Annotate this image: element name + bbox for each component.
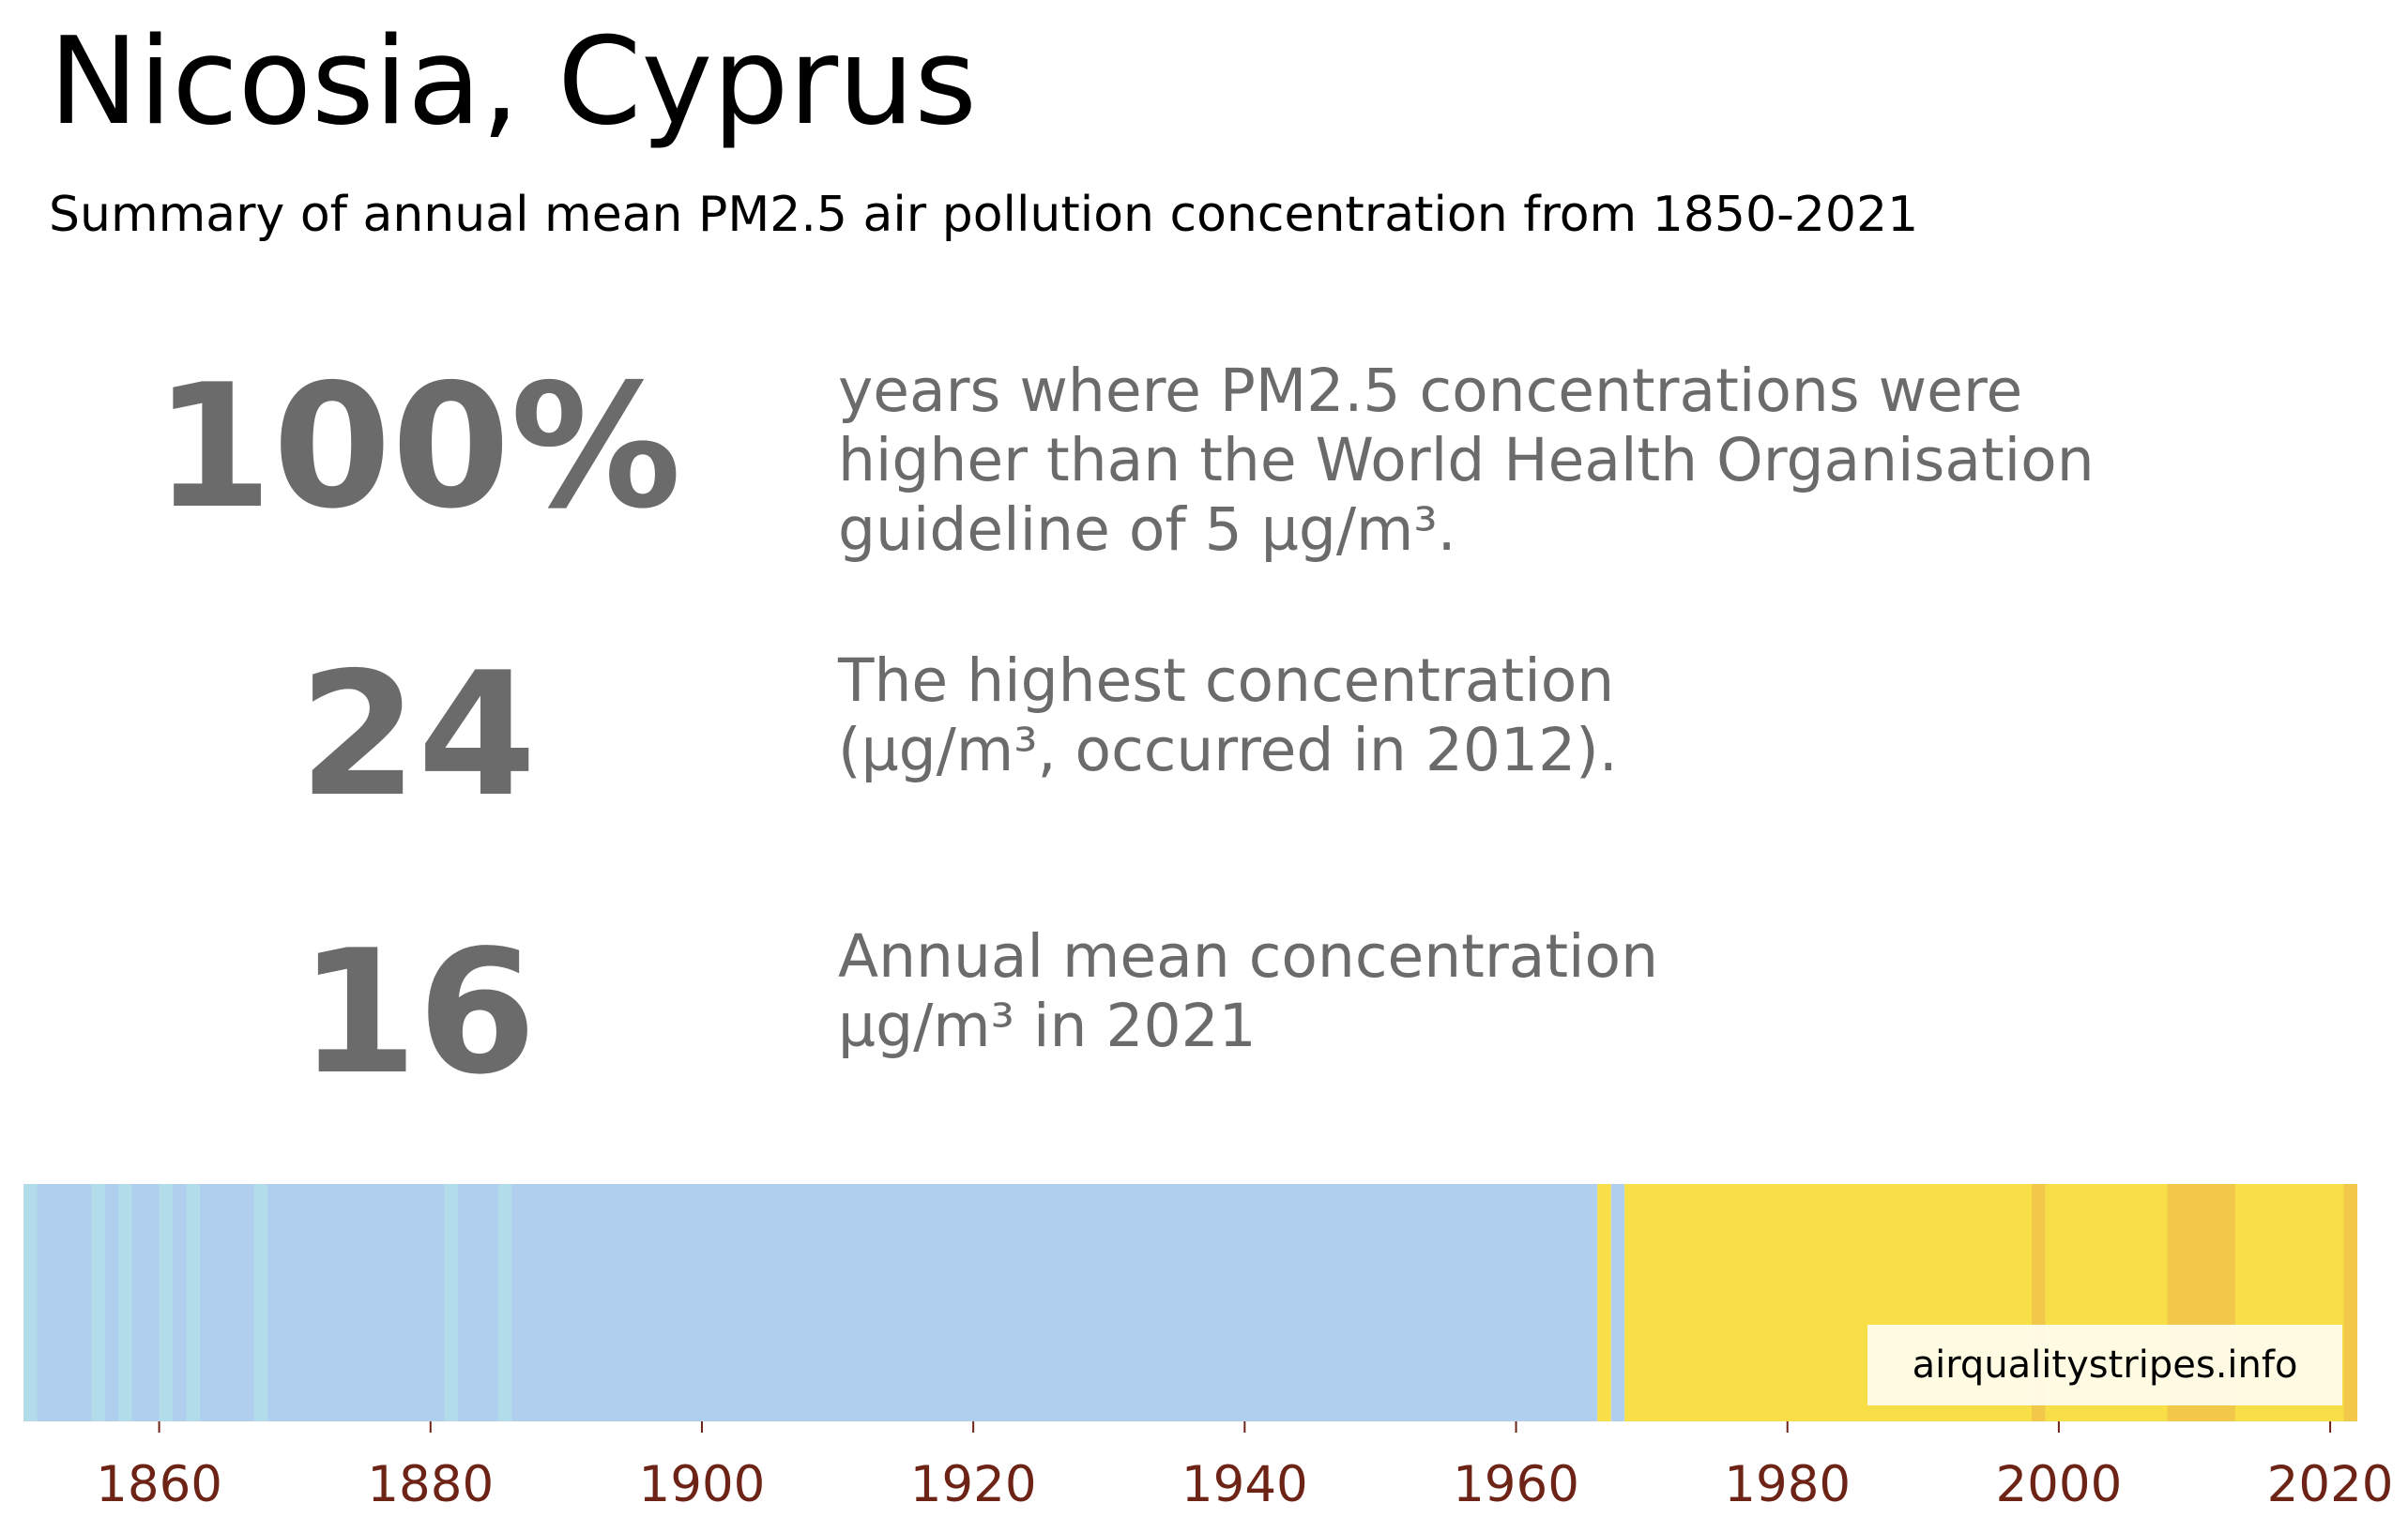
- stripe-bar: [23, 1184, 38, 1421]
- stat-desc-line: (µg/m³, occurred in 2012).: [838, 716, 1618, 784]
- stat-desc-percent: years where PM2.5 concentrations were hi…: [838, 357, 2095, 565]
- x-tick-label: 1900: [639, 1456, 766, 1513]
- stripe-bar: [23, 1184, 1598, 1421]
- x-tick-label: 1980: [1724, 1456, 1851, 1513]
- stat-desc-line: Annual mean concentration: [838, 922, 1659, 991]
- watermark-box: airqualitystripes.info: [1867, 1325, 2342, 1405]
- x-tick-label: 1920: [910, 1456, 1037, 1513]
- x-tick-label: 1940: [1181, 1456, 1308, 1513]
- stripe-bar: [1610, 1184, 1625, 1421]
- stripe-bar: [118, 1184, 132, 1421]
- stat-desc-annual-mean: Annual mean concentration µg/m³ in 2021: [838, 922, 1658, 1061]
- x-tick-label: 2000: [1995, 1456, 2122, 1513]
- stripe-bar: [498, 1184, 512, 1421]
- stripe-bar: [186, 1184, 200, 1421]
- stat-desc-line: µg/m³ in 2021: [838, 992, 1257, 1060]
- stat-desc-line: years where PM2.5 concentrations were: [838, 357, 2023, 425]
- watermark-label: airqualitystripes.info: [1913, 1343, 2298, 1387]
- stripe-bar: [159, 1184, 174, 1421]
- stat-desc-line: higher than the World Health Organisatio…: [838, 426, 2095, 494]
- stripe-bar: [1597, 1184, 1611, 1421]
- stat-desc-line: The highest concentration: [838, 646, 1615, 715]
- page-title: Nicosia, Cyprus: [49, 12, 977, 152]
- stat-value-percent: 100%: [153, 347, 682, 546]
- stat-value-annual-mean: 16: [298, 913, 537, 1112]
- x-tick-label: 1960: [1453, 1456, 1579, 1513]
- page-subtitle: Summary of annual mean PM2.5 air polluti…: [49, 187, 1919, 243]
- stripe-bar: [2343, 1184, 2357, 1421]
- stripe-bar: [253, 1184, 268, 1421]
- x-tick-label: 2020: [2267, 1456, 2394, 1513]
- stat-desc-highest: The highest concentration (µg/m³, occurr…: [838, 646, 1618, 785]
- x-tick-label: 1860: [96, 1456, 222, 1513]
- x-tick-label: 1880: [367, 1456, 494, 1513]
- stat-desc-line: guideline of 5 µg/m³.: [838, 495, 1456, 564]
- stripe-bar: [444, 1184, 458, 1421]
- x-axis-ticks: 1860 1880 1900 1920 1940 1960 1980 2000 2020: [96, 1421, 2394, 1513]
- stat-value-highest: 24: [298, 635, 537, 834]
- stripe-bar: [91, 1184, 105, 1421]
